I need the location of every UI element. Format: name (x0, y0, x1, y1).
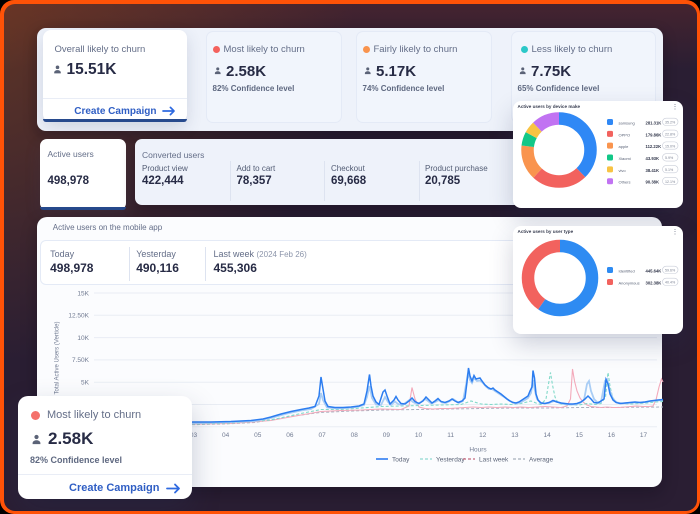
svg-text:5K: 5K (81, 379, 90, 386)
svg-text:03: 03 (189, 432, 197, 439)
svg-text:15: 15 (575, 432, 583, 439)
svg-text:Anonymous: Anonymous (618, 280, 639, 285)
svg-text:179.86K: 179.86K (645, 132, 661, 137)
svg-text:15K: 15K (77, 290, 89, 297)
svg-text:5.1%: 5.1% (665, 168, 674, 172)
svg-text:Hours: Hours (469, 446, 487, 453)
svg-text:38.41K: 38.41K (645, 167, 659, 172)
svg-text:12.50K: 12.50K (68, 312, 89, 319)
svg-text:Total Active Users (Verticle): Total Active Users (Verticle) (54, 321, 60, 394)
svg-text:59.6%: 59.6% (665, 268, 676, 272)
svg-text:Others: Others (618, 179, 630, 184)
svg-text:Identified: Identified (618, 268, 634, 273)
svg-text:5.9%: 5.9% (665, 156, 674, 160)
svg-text:22.8%: 22.8% (665, 132, 676, 136)
svg-text:Xiaomi: Xiaomi (618, 156, 630, 161)
svg-text:04: 04 (221, 432, 229, 439)
svg-text:apple: apple (618, 144, 629, 149)
svg-text:13: 13 (511, 432, 519, 439)
svg-text:445.64K: 445.64K (645, 268, 661, 273)
svg-text:43.93K: 43.93K (645, 156, 659, 161)
svg-text:vivo: vivo (618, 167, 626, 172)
svg-text:10K: 10K (77, 334, 89, 341)
svg-text:07: 07 (318, 432, 326, 439)
svg-text:112.22K: 112.22K (645, 144, 661, 149)
svg-text:OPPO: OPPO (618, 132, 630, 137)
svg-text:05: 05 (254, 432, 262, 439)
svg-text:12: 12 (479, 432, 487, 439)
svg-text:12.1%: 12.1% (665, 179, 676, 183)
svg-text:Average: Average (529, 456, 553, 463)
svg-text:08: 08 (350, 432, 358, 439)
svg-text:16: 16 (607, 432, 615, 439)
svg-text:14: 14 (543, 432, 551, 439)
svg-text:90.38K: 90.38K (645, 179, 659, 184)
svg-text:09: 09 (382, 432, 390, 439)
svg-text:281.31K: 281.31K (645, 120, 661, 125)
svg-text:Yesterday: Yesterday (436, 456, 465, 463)
svg-text:7.50K: 7.50K (72, 357, 90, 364)
svg-text:06: 06 (286, 432, 294, 439)
svg-text:17: 17 (639, 432, 647, 439)
svg-text:samsung: samsung (618, 120, 634, 125)
svg-text:40.4%: 40.4% (665, 280, 676, 284)
svg-text:302.38K: 302.38K (645, 280, 661, 285)
svg-text:35.2%: 35.2% (665, 120, 676, 124)
svg-text:10: 10 (414, 432, 422, 439)
svg-text:Last week: Last week (479, 456, 509, 463)
svg-text:Today: Today (392, 456, 410, 463)
svg-text:15.0%: 15.0% (665, 144, 676, 148)
svg-text:11: 11 (447, 432, 454, 439)
